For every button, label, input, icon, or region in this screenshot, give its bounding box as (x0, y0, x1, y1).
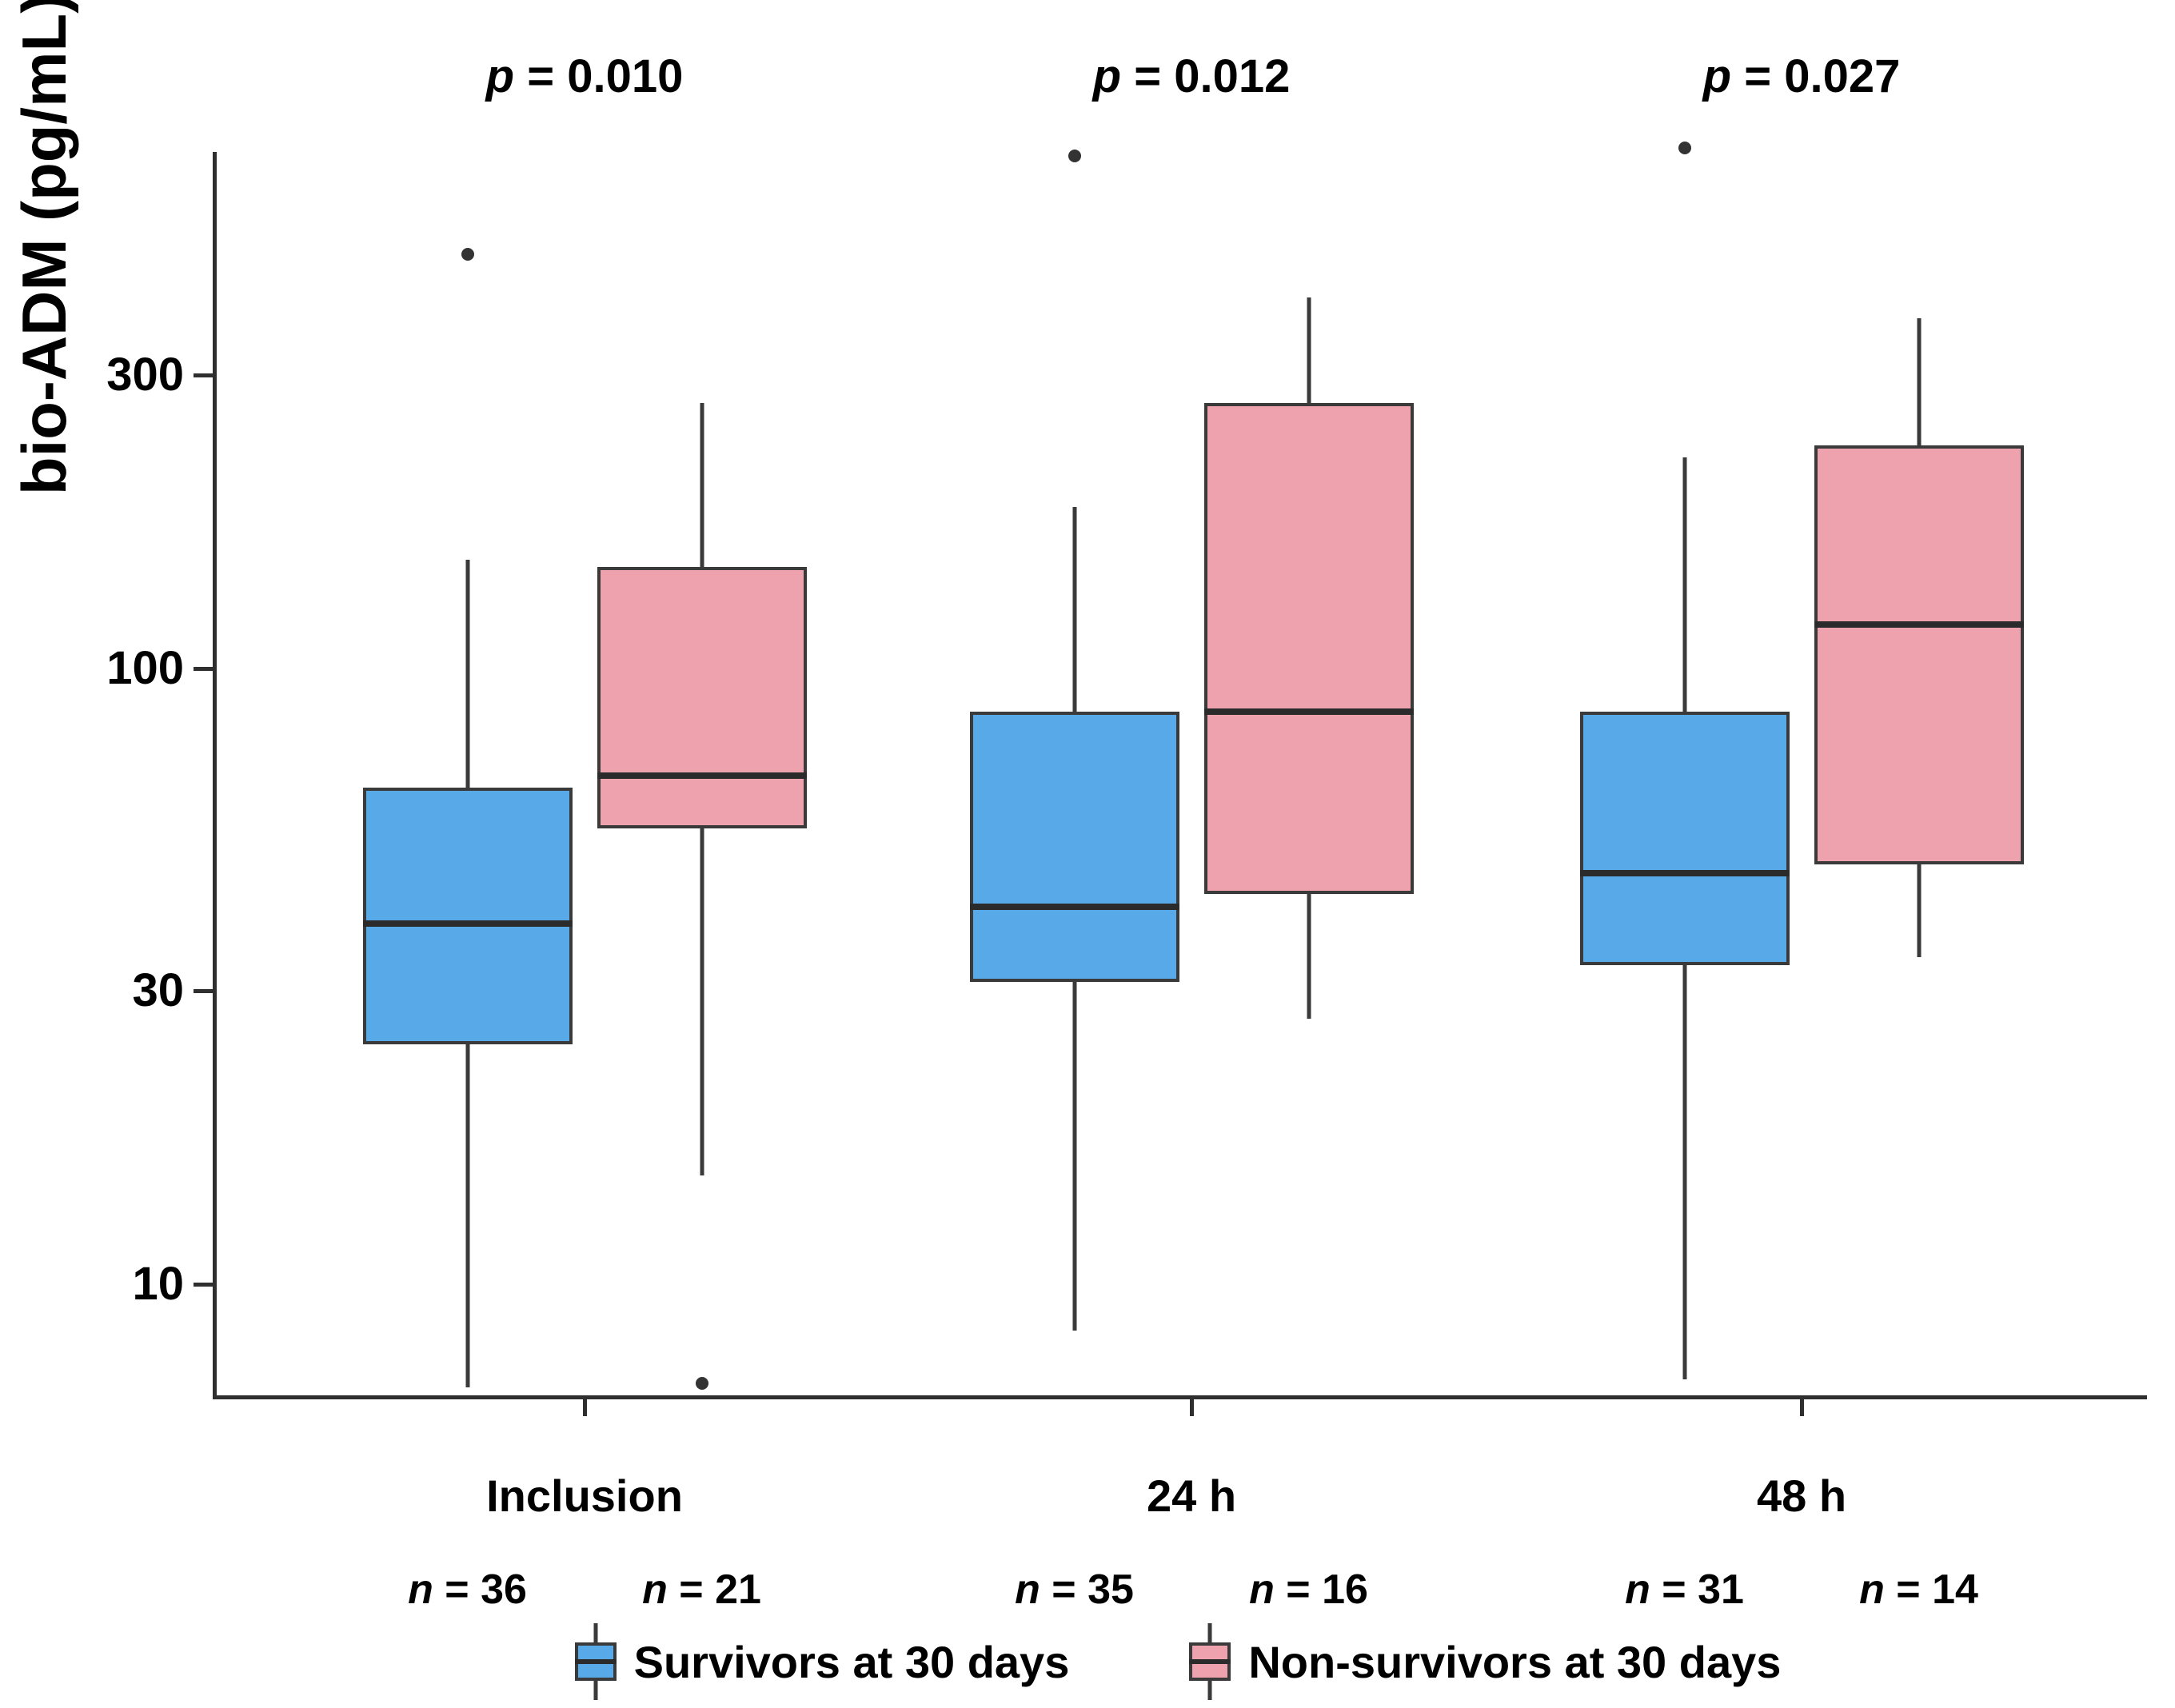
boxplot-median-line (1814, 621, 2024, 628)
legend-boxplot-icon (574, 1623, 617, 1700)
legend-label: Non-survivors at 30 days (1248, 1636, 1782, 1687)
y-tick-mark (194, 373, 213, 377)
p-value-label: p = 0.012 (1092, 50, 1291, 102)
boxplot-box (362, 788, 573, 1045)
y-tick-mark (194, 667, 213, 671)
y-tick-label: 100 (106, 642, 184, 694)
y-tick-mark (194, 988, 213, 993)
sample-size-label: n = 31 (1625, 1566, 1744, 1613)
x-category-label: 48 h (1756, 1471, 1847, 1521)
boxplot-median-line (1579, 870, 1790, 877)
sample-size-label: n = 36 (408, 1566, 527, 1613)
plot-area (213, 152, 2147, 1399)
legend-item: Non-survivors at 30 days (1189, 1623, 1781, 1700)
x-category-label: 24 h (1146, 1471, 1237, 1521)
x-category-label: Inclusion (486, 1471, 683, 1521)
legend-item: Survivors at 30 days (574, 1623, 1070, 1700)
x-tick-mark (1800, 1395, 1804, 1416)
p-value-label: p = 0.027 (1702, 50, 1901, 102)
outlier-dot (695, 1377, 708, 1391)
y-tick-label: 300 (106, 348, 184, 401)
sample-size-label: n = 16 (1249, 1566, 1368, 1613)
boxplot-box (969, 712, 1179, 982)
boxplot-median-line (362, 920, 573, 928)
outlier-dot (1068, 149, 1081, 162)
x-tick-mark (1190, 1395, 1194, 1416)
boxplot-median-line (597, 772, 807, 779)
legend-label: Survivors at 30 days (633, 1636, 1070, 1687)
outlier-dot (1678, 142, 1691, 155)
legend: Survivors at 30 days Non-survivors at 30 … (213, 1623, 2143, 1700)
sample-size-label: n = 35 (1015, 1566, 1134, 1613)
boxplot-box (1579, 712, 1790, 965)
boxplot-box (1203, 402, 1414, 895)
boxplot-median-line (1203, 708, 1414, 716)
boxplot-median-line (969, 904, 1179, 911)
boxplot-box (597, 567, 807, 828)
y-tick-label: 30 (132, 964, 184, 1016)
legend-boxplot-icon (1189, 1623, 1231, 1700)
boxplot-box (1814, 445, 2024, 865)
y-tick-mark (194, 1283, 213, 1287)
sample-size-label: n = 21 (642, 1566, 761, 1613)
x-tick-mark (583, 1395, 587, 1416)
y-tick-label: 10 (132, 1258, 184, 1310)
p-value-label: p = 0.010 (485, 50, 684, 102)
sample-size-label: n = 14 (1859, 1566, 1978, 1613)
outlier-dot (461, 248, 474, 261)
